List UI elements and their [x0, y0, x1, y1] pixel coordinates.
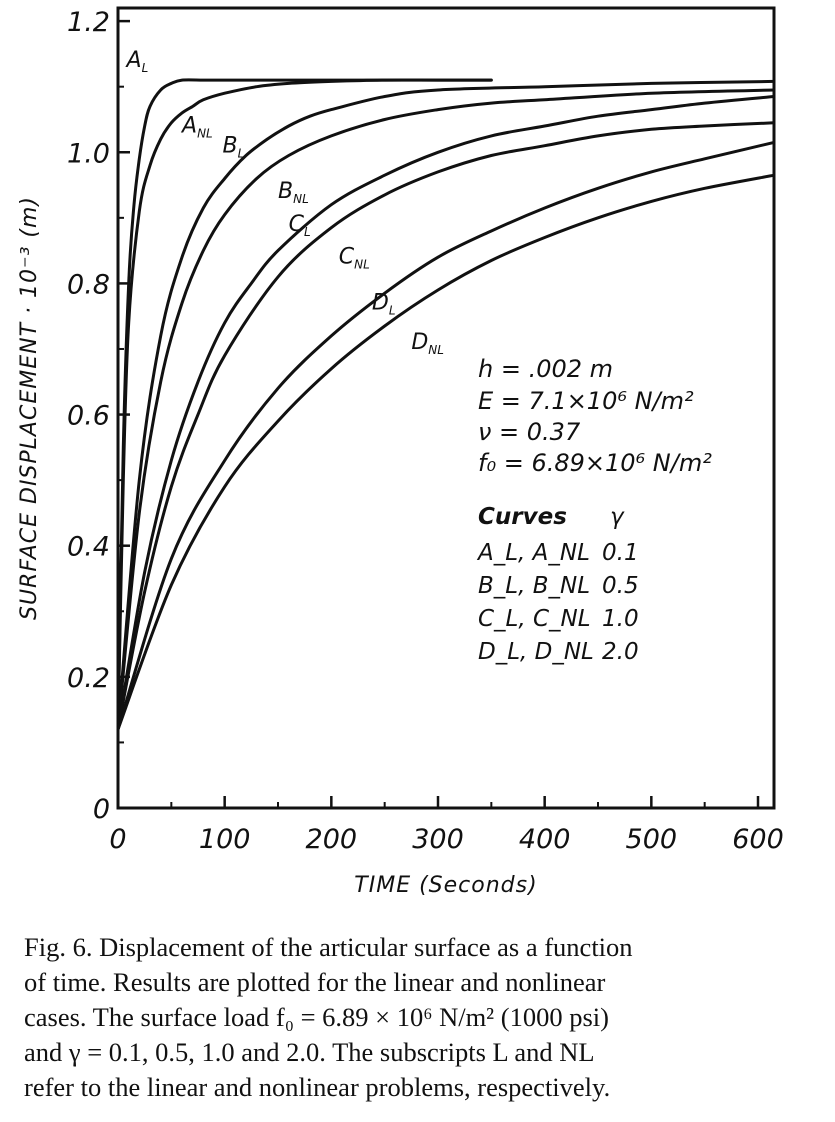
x-tick-label: 100 [199, 824, 251, 855]
caption-line: Fig. 6. Displacement of the articular su… [24, 932, 633, 962]
displacement-chart: 0 100 200 300 400 500 600 0 0.2 0.4 0.6 0.8 1.0 1.2 A… [17, 6, 784, 898]
param-nu: ν = 0.37 [478, 418, 581, 446]
axis-ticks: 0 100 200 300 400 500 600 0 0.2 0.4 0.6 0.8 1.0 1.2 [67, 7, 784, 855]
legend-row-curves: C_L, C_NL [478, 606, 591, 632]
curve-label: ANL [180, 114, 213, 141]
y-tick-label: 0.4 [67, 532, 110, 563]
param-e: E = 7.1×10⁶ N/m² [478, 387, 694, 415]
y-tick-label: 0.8 [67, 269, 110, 300]
caption-line: cases. The surface load f₀ = 6.89 × 10⁶ … [24, 1002, 609, 1032]
legend-header-gamma: γ [610, 504, 625, 530]
parameter-block: h = .002 m E = 7.1×10⁶ N/m² ν = 0.37 f₀ … [478, 355, 712, 477]
y-tick-label: 0.2 [67, 663, 110, 694]
figure-caption: Fig. 6. Displacement of the articular su… [24, 930, 814, 1105]
curve-label: BNL [278, 179, 309, 206]
legend-row-gamma: 0.5 [602, 573, 639, 599]
legend-row-curves: B_L, B_NL [478, 573, 590, 599]
curve-label: DL [372, 291, 396, 318]
curve-b-l [116, 79, 776, 731]
plot-frame [116, 6, 776, 810]
caption-line: and γ = 0.1, 0.5, 1.0 and 2.0. The subsc… [24, 1037, 595, 1067]
y-axis-title: SURFACE DISPLACEMENT · 10⁻³ (m) [17, 196, 42, 620]
legend-row-gamma: 1.0 [602, 606, 639, 632]
x-tick-label: 400 [519, 824, 571, 855]
y-tick-label: 1.2 [67, 7, 110, 38]
y-tick-label: 0.6 [67, 401, 110, 432]
curve-label: AL [125, 48, 149, 75]
x-tick-label: 300 [412, 824, 464, 855]
curve-d-l [116, 140, 776, 731]
x-tick-label: 200 [306, 824, 358, 855]
x-axis-title: TIME (Seconds) [354, 873, 537, 898]
curve-label: BL [223, 133, 245, 160]
legend-row-gamma: 0.1 [602, 540, 639, 566]
curve-a-l [116, 78, 493, 731]
param-h: h = .002 m [478, 355, 613, 383]
legend-header-curves: Curves [478, 504, 567, 530]
curves [116, 78, 776, 731]
curve-label: CL [289, 212, 311, 239]
legend-row-curves: D_L, D_NL [478, 639, 594, 665]
y-tick-label: 1.0 [67, 138, 110, 169]
x-tick-label: 0 [109, 824, 126, 855]
caption-line: of time. Results are plotted for the lin… [24, 967, 606, 997]
curve-label: CNL [339, 245, 370, 272]
legend-table: Curves γ A_L, A_NL 0.1 B_L, B_NL 0.5 C_L, C_NL… [476, 504, 639, 665]
x-tick-label: 500 [626, 824, 678, 855]
curve-d-nl [116, 173, 776, 731]
curve-c-l [116, 95, 776, 731]
x-tick-label: 600 [732, 824, 784, 855]
curve-a-nl [116, 78, 493, 731]
curve-label: DNL [411, 330, 444, 357]
curve-c-nl [116, 121, 776, 731]
curve-b-nl [116, 88, 776, 731]
param-f0: f₀ = 6.89×10⁶ N/m² [478, 449, 712, 477]
y-tick-label: 0 [93, 794, 110, 825]
caption-line: refer to the linear and nonlinear proble… [24, 1072, 611, 1102]
legend-row-gamma: 2.0 [602, 639, 639, 665]
legend-row-curves: A_L, A_NL [476, 540, 590, 566]
